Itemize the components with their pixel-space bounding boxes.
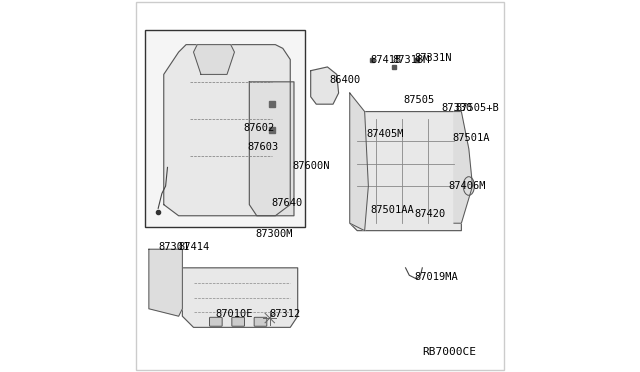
Text: 87418: 87418	[370, 55, 401, 64]
Text: 86400: 86400	[330, 75, 360, 85]
Text: 87318M: 87318M	[392, 55, 430, 64]
Polygon shape	[193, 45, 234, 74]
Polygon shape	[182, 268, 298, 327]
Text: 87405M: 87405M	[367, 129, 404, 139]
Text: 87010E: 87010E	[216, 310, 253, 319]
Text: 87505+B: 87505+B	[456, 103, 500, 113]
Text: 87331N: 87331N	[415, 53, 452, 62]
Polygon shape	[349, 112, 461, 231]
Text: 87501A: 87501A	[452, 133, 490, 142]
Text: 87640: 87640	[271, 198, 303, 208]
FancyBboxPatch shape	[254, 317, 267, 326]
Text: 87501AA: 87501AA	[370, 205, 414, 215]
FancyBboxPatch shape	[232, 317, 244, 326]
FancyBboxPatch shape	[209, 317, 222, 326]
Polygon shape	[149, 249, 182, 316]
Text: 87420: 87420	[415, 209, 446, 219]
Text: 87414: 87414	[179, 243, 210, 252]
Polygon shape	[164, 45, 291, 216]
Text: 87602: 87602	[244, 124, 275, 133]
Polygon shape	[310, 67, 339, 104]
Text: 87312: 87312	[270, 310, 301, 319]
Text: 87406M: 87406M	[449, 181, 486, 191]
Text: 87301: 87301	[158, 243, 189, 252]
Text: 87603: 87603	[248, 142, 278, 152]
Text: 87300M: 87300M	[255, 230, 292, 239]
Text: 87600N: 87600N	[292, 161, 330, 170]
Polygon shape	[349, 93, 369, 231]
Polygon shape	[250, 82, 294, 216]
Bar	[145, 30, 305, 227]
Text: 87505: 87505	[404, 96, 435, 105]
Text: 87019MA: 87019MA	[415, 272, 459, 282]
Ellipse shape	[463, 177, 474, 195]
Polygon shape	[454, 112, 472, 223]
Text: RB7000CE: RB7000CE	[422, 347, 476, 357]
Text: 87330: 87330	[441, 103, 472, 113]
